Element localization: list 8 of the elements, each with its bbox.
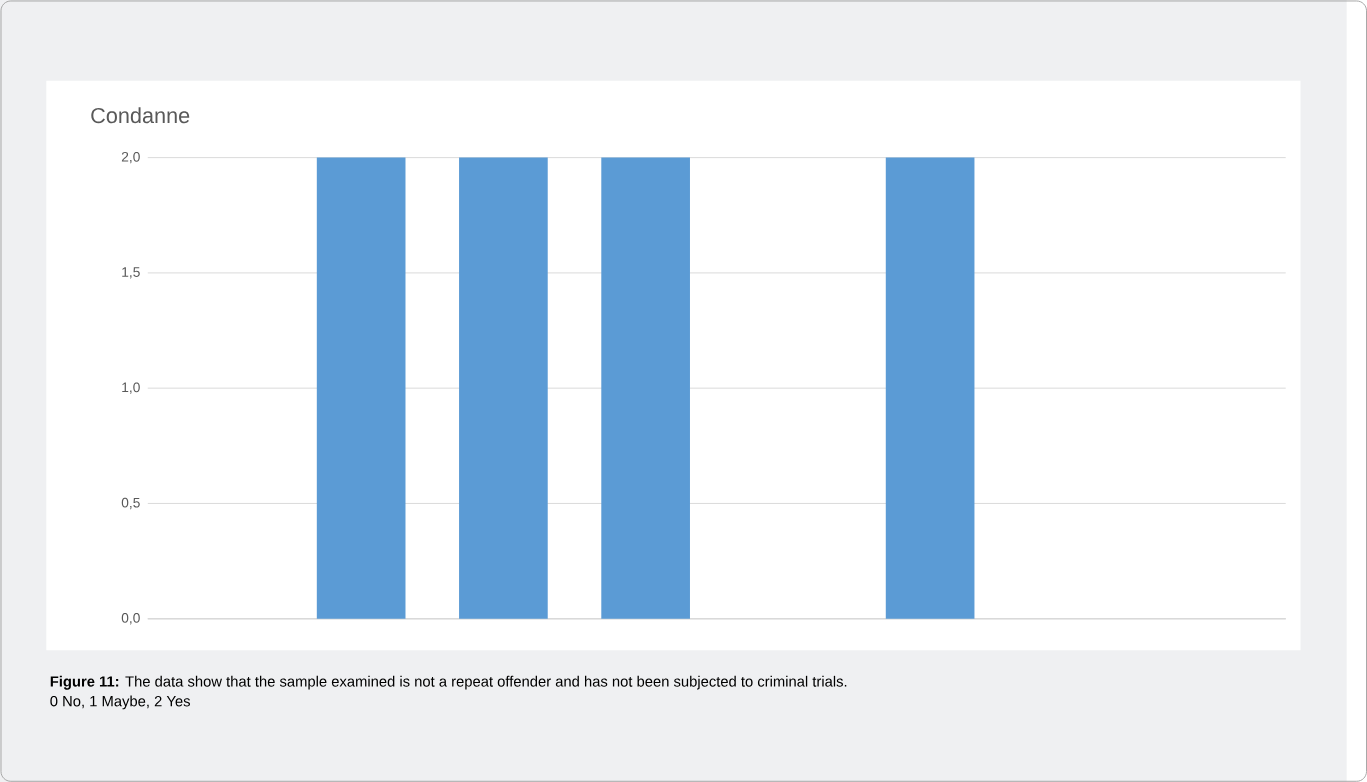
y-tick-label: 2,0 [121,151,140,164]
y-tick-label: 0,0 [121,612,140,625]
y-tick-label: 0,5 [121,497,140,510]
text: Figure 11: The data show that the sample examined is not a repeat offender and has not been subjected to criminal trials. [50,675,847,690]
y-tick-label: 1,5 [122,267,140,279]
y-tick-label: 1,0 [122,382,140,394]
text: 0 No, 1 Maybe, 2 Yes [50,695,190,710]
chart-title: Condanne [91,107,190,124]
